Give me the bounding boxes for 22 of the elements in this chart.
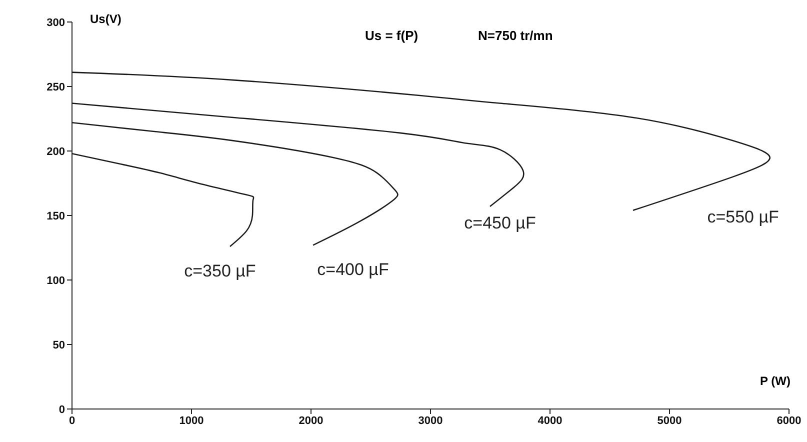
y-tick-label: 150 bbox=[46, 210, 65, 222]
y-tick-label: 0 bbox=[58, 404, 65, 416]
y-tick-label: 200 bbox=[46, 146, 65, 158]
x-tick-label: 4000 bbox=[538, 414, 562, 427]
x-tick-label: 2000 bbox=[298, 414, 324, 427]
y-axis-title: Us(V) bbox=[90, 12, 122, 26]
x-tick-label: 6000 bbox=[776, 414, 802, 427]
y-tick-label: 50 bbox=[52, 339, 65, 352]
series-label: c=550 µF bbox=[707, 207, 779, 226]
y-tick-label: 300 bbox=[46, 16, 65, 29]
text: N=750 tr/mn bbox=[478, 28, 553, 43]
x-tick-label: 0 bbox=[68, 414, 76, 427]
x-tick-label: 5000 bbox=[657, 414, 682, 427]
x-axis-title: P (W) bbox=[760, 374, 790, 388]
text: Us = f(P) bbox=[365, 28, 418, 43]
series-label: c=450 µF bbox=[464, 213, 536, 232]
x-tick-label: 1000 bbox=[179, 414, 204, 427]
y-tick-label: 100 bbox=[46, 274, 65, 287]
x-tick-label: 3000 bbox=[418, 414, 443, 427]
y-tick-label: 250 bbox=[46, 81, 65, 94]
series-label: c=400 µF bbox=[317, 260, 389, 280]
series-label: c=350 µF bbox=[184, 261, 256, 280]
